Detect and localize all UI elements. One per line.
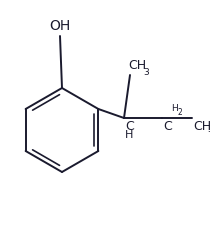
Text: 3: 3 xyxy=(143,68,149,77)
Text: 3: 3 xyxy=(207,125,210,134)
Text: H: H xyxy=(171,104,178,113)
Text: 2: 2 xyxy=(178,108,183,117)
Text: CH: CH xyxy=(128,59,146,72)
Text: OH: OH xyxy=(49,19,71,33)
Text: C: C xyxy=(163,120,172,133)
Text: C: C xyxy=(125,120,134,133)
Text: CH: CH xyxy=(193,120,210,133)
Text: H: H xyxy=(125,130,133,140)
